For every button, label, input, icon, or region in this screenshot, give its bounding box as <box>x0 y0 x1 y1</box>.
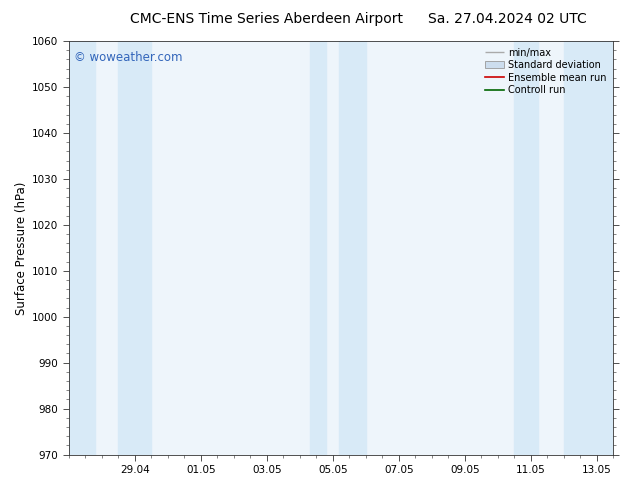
Bar <box>514 41 538 455</box>
Bar <box>310 41 327 455</box>
Bar <box>339 41 366 455</box>
Legend: min/max, Standard deviation, Ensemble mean run, Controll run: min/max, Standard deviation, Ensemble me… <box>483 46 609 97</box>
Bar <box>119 41 152 455</box>
Bar <box>564 41 614 455</box>
Bar <box>69 41 95 455</box>
Y-axis label: Surface Pressure (hPa): Surface Pressure (hPa) <box>15 181 28 315</box>
Text: Sa. 27.04.2024 02 UTC: Sa. 27.04.2024 02 UTC <box>428 12 586 26</box>
Text: © woweather.com: © woweather.com <box>74 51 183 64</box>
Text: CMC-ENS Time Series Aberdeen Airport: CMC-ENS Time Series Aberdeen Airport <box>130 12 403 26</box>
